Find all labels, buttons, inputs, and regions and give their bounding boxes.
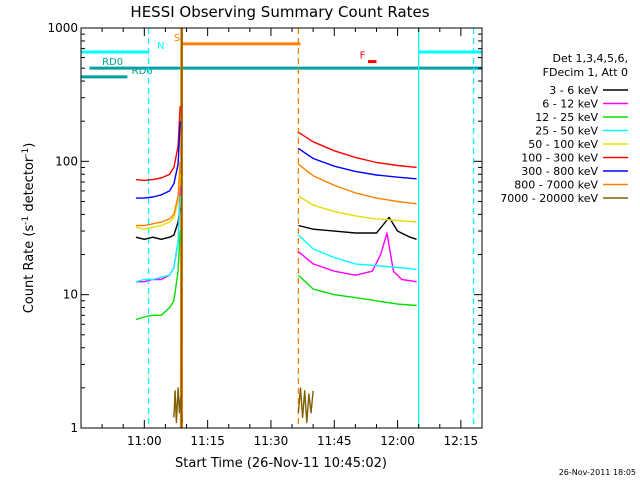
series-line-7000-20000-kev-0 (173, 387, 183, 424)
y-axis-label: Count Rate (s-1 detector-1) (21, 143, 37, 314)
series-line-3-6-kev-0 (135, 207, 181, 241)
y-axis-label-sup2: -1 (21, 148, 31, 157)
y-axis-label-mid: detector (22, 156, 37, 216)
x-tick-label: 11:15 (190, 434, 225, 448)
legend-header-line2: FDecim 1, Att 0 (543, 66, 628, 79)
x-tick-label: 11:00 (127, 434, 162, 448)
series-line-3-6-kev-1 (298, 216, 417, 240)
legend-label-300-800-kev: 300 - 800 keV (521, 165, 598, 178)
series-line-12-25-kev-0 (135, 231, 181, 321)
timestamp: 26-Nov-2011 18:05 (559, 468, 636, 477)
plot-layer (135, 27, 475, 429)
y-tick-label: 10 (63, 288, 78, 302)
series-line-6-12-kev-1 (297, 232, 417, 283)
legend-label-6-12-kev: 6 - 12 keV (542, 98, 598, 111)
plot-frame (80, 27, 483, 429)
legend-label-800-7000-kev: 800 - 7000 keV (514, 179, 598, 192)
x-tick-label: 11:45 (317, 434, 352, 448)
flag-label-n: N (157, 41, 164, 52)
series-line-300-800-kev-1 (298, 147, 417, 180)
y-axis-label-end: ) (22, 143, 37, 148)
legend-label-12-25-kev: 12 - 25 keV (535, 111, 598, 124)
flag-label-f: F (360, 51, 366, 62)
legend-label-25-50-kev: 25 - 50 keV (535, 125, 598, 138)
y-tick-label: 1000 (47, 21, 78, 35)
y-axis-label-sup1: -1 (21, 216, 31, 225)
series-line-800-7000-kev-0 (135, 161, 181, 227)
series-line-25-50-kev-0 (135, 195, 181, 283)
legend-label-7000-20000-kev: 7000 - 20000 keV (500, 192, 598, 205)
series-line-25-50-kev-1 (297, 234, 417, 270)
x-axis-label: Start Time (26-Nov-11 10:45:02) (175, 456, 387, 471)
flag-label-rd0: RD0 (102, 57, 123, 68)
chart-title: HESSI Observing Summary Count Rates (130, 3, 429, 21)
series-line-50-100-kev-1 (298, 195, 417, 223)
legend-label-3-6-kev: 3 - 6 keV (549, 84, 598, 97)
series-line-800-7000-kev-1 (297, 163, 417, 205)
x-tick-label: 11:30 (254, 434, 289, 448)
series-line-50-100-kev-0 (135, 174, 181, 230)
legend-label-50-100-kev: 50 - 100 keV (528, 138, 598, 151)
legend-label-100-300-kev: 100 - 300 keV (521, 152, 598, 165)
y-tick-label: 100 (55, 154, 78, 168)
y-axis-label-main: Count Rate (s (22, 225, 37, 314)
x-tick-label: 12:00 (380, 434, 415, 448)
x-tick-label: 12:15 (444, 434, 479, 448)
flag-label-rd6: RD6 (132, 66, 153, 77)
flag-layer: RD0 RD6 NS F (81, 33, 482, 79)
legend: Det 1,3,4,5,6, FDecim 1, Att 0 3 - 6 keV… (500, 52, 628, 205)
series-line-7000-20000-kev-1 (297, 387, 314, 424)
axes-layer: 1 10 100 1000 11:00 11:15 11:30 11:45 12:00 12:15 (47, 21, 483, 448)
series-line-100-300-kev-1 (298, 131, 417, 169)
legend-header-line1: Det 1,3,4,5,6, (552, 52, 628, 65)
series-line-100-300-kev-0 (135, 105, 181, 182)
series-line-300-800-kev-0 (135, 121, 181, 199)
flag-label-s: S (174, 33, 180, 44)
series-line-12-25-kev-1 (297, 274, 417, 307)
y-tick-label: 1 (70, 421, 78, 435)
